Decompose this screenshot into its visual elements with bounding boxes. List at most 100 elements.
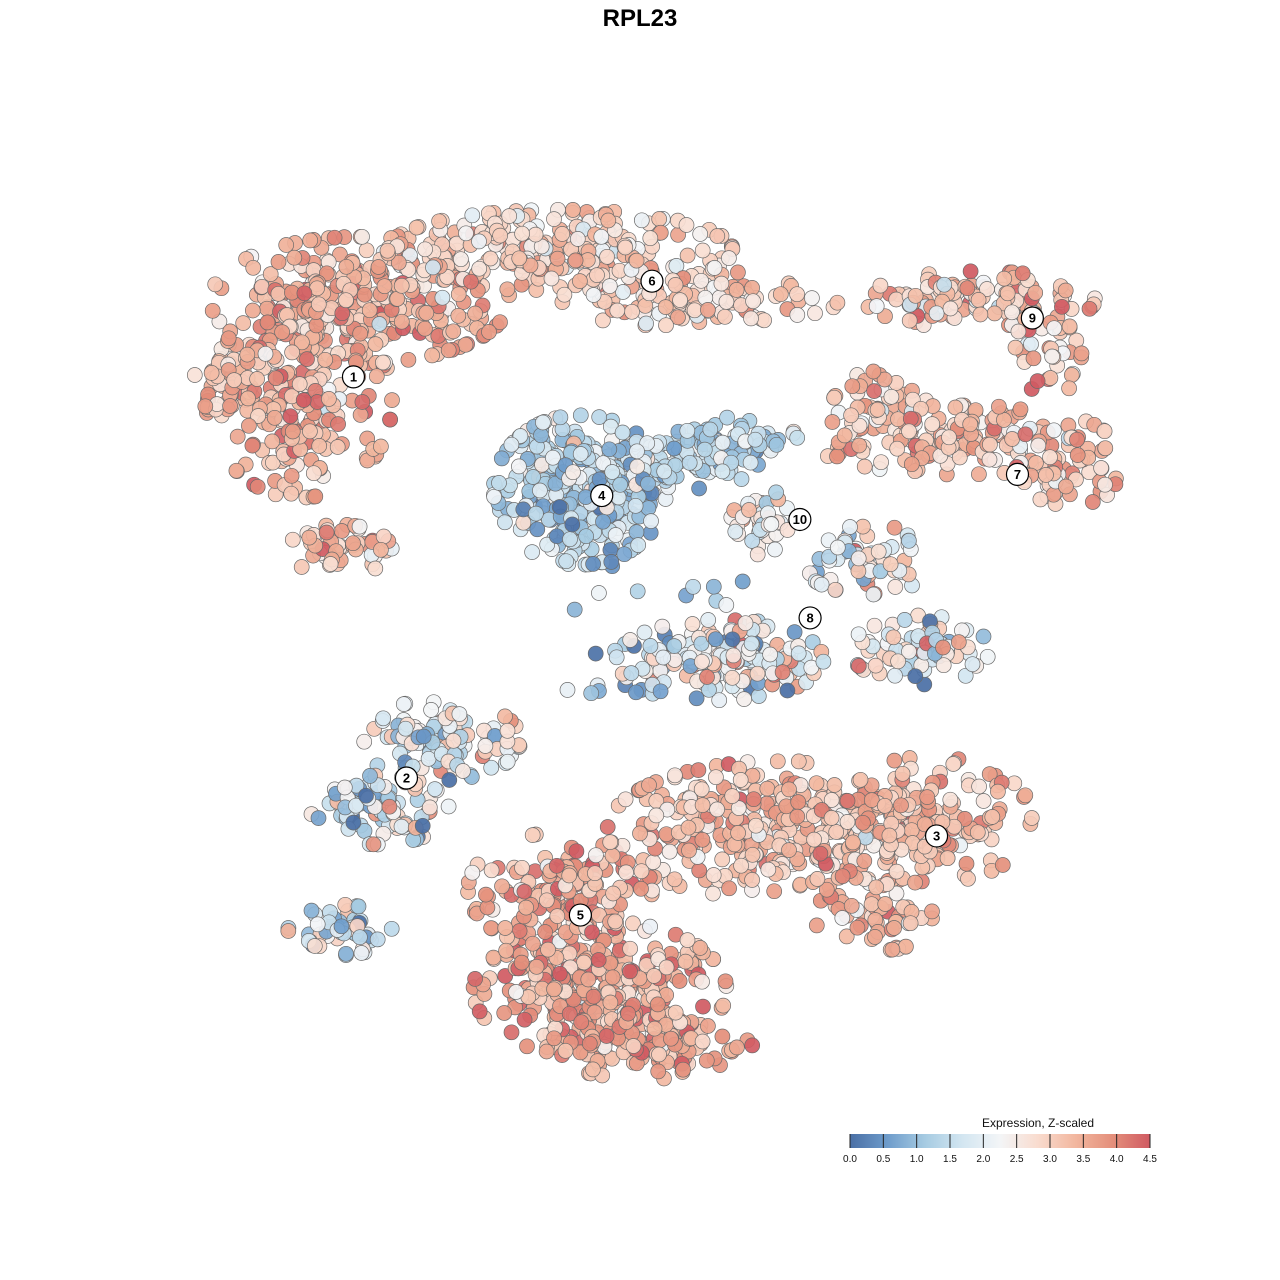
cell-point — [440, 798, 457, 815]
cell-point — [356, 286, 373, 303]
cell-point — [625, 915, 641, 932]
cell-point — [586, 1004, 603, 1021]
cell-point — [393, 818, 410, 835]
cell-point — [671, 973, 688, 989]
cell-point — [629, 583, 646, 600]
cluster-label-badge — [1020, 306, 1044, 330]
cell-point — [642, 918, 658, 935]
cell-point — [373, 438, 389, 455]
cell-point — [705, 578, 722, 595]
cell-point — [590, 952, 607, 968]
cell-point — [478, 886, 494, 903]
cell-point — [318, 524, 335, 541]
cell-point — [774, 664, 791, 680]
cell-point — [1058, 478, 1074, 495]
cell-point — [264, 433, 281, 450]
cell-point — [588, 847, 604, 864]
cell-point — [650, 1063, 667, 1080]
cell-point — [684, 616, 701, 632]
cell-point — [1004, 304, 1020, 321]
cell-point — [872, 277, 889, 294]
cell-point — [467, 305, 483, 322]
cell-point — [901, 312, 918, 329]
cell-point — [1042, 449, 1058, 466]
cell-point — [744, 533, 761, 549]
cell-point — [450, 307, 467, 324]
cluster-label-7: 7 — [1005, 462, 1030, 486]
cell-point — [622, 963, 638, 980]
cluster-label-text: 4 — [598, 488, 606, 503]
cell-point — [249, 478, 266, 495]
cell-point — [834, 910, 851, 926]
cell-point — [384, 392, 400, 408]
cell-point — [648, 807, 665, 824]
cell-point — [527, 226, 544, 243]
cell-point — [293, 559, 310, 575]
cell-point — [244, 302, 261, 319]
cell-point — [356, 733, 373, 750]
cell-point — [696, 441, 713, 458]
cell-point — [450, 286, 467, 303]
cell-point — [604, 464, 621, 480]
cell-point — [984, 809, 1001, 825]
cell-point — [471, 260, 488, 277]
cell-point — [477, 738, 494, 754]
cell-points — [186, 201, 1124, 1087]
cell-point — [705, 885, 721, 902]
cell-point — [651, 1046, 667, 1063]
cell-point — [524, 935, 541, 952]
cell-point — [371, 316, 388, 332]
cell-point — [730, 800, 747, 816]
cell-point — [376, 278, 393, 295]
cell-point — [743, 310, 759, 327]
cell-point — [907, 287, 924, 304]
cell-point — [299, 351, 315, 367]
cell-point — [1093, 460, 1109, 476]
colorbar-tick-label: 4.0 — [1110, 1154, 1124, 1165]
cell-point — [809, 871, 826, 887]
cell-point — [566, 601, 583, 618]
cell-point — [781, 781, 797, 798]
cell-point — [714, 851, 731, 868]
cell-point — [424, 347, 440, 364]
cell-point — [658, 959, 675, 976]
cell-point — [617, 791, 634, 808]
cell-point — [960, 870, 976, 887]
cell-point — [829, 448, 845, 465]
cell-point — [695, 998, 711, 1015]
cell-point — [291, 376, 308, 392]
cell-point — [228, 462, 245, 479]
cell-point — [709, 801, 725, 818]
cell-point — [999, 285, 1016, 302]
cell-point — [804, 290, 820, 306]
cell-point — [283, 485, 300, 502]
cluster-label-badge — [568, 903, 592, 927]
cell-point — [322, 556, 339, 572]
cell-point — [986, 305, 1003, 322]
cell-point — [622, 940, 638, 957]
cell-point — [694, 831, 711, 848]
colorbar-tick-label: 4.5 — [1143, 1154, 1157, 1165]
cell-point — [829, 539, 846, 556]
cell-point — [599, 819, 616, 835]
cell-point — [1004, 431, 1020, 447]
cell-point — [625, 1038, 642, 1054]
cell-point — [887, 667, 903, 684]
cell-point — [548, 857, 565, 874]
cell-point — [642, 230, 659, 247]
cell-point — [807, 305, 823, 322]
cell-point — [1063, 367, 1080, 383]
cluster-label-badge — [341, 365, 366, 389]
cell-point — [352, 325, 369, 342]
cell-point — [827, 581, 844, 598]
cell-point — [694, 1033, 711, 1050]
cell-point — [497, 708, 513, 725]
cell-point — [779, 682, 796, 699]
cell-point — [354, 228, 370, 245]
cell-point — [296, 285, 313, 302]
cell-point — [707, 631, 724, 648]
chart-title: RPL23 — [603, 5, 678, 32]
cell-point — [996, 270, 1013, 287]
cell-point — [600, 212, 617, 229]
cell-point — [620, 1005, 636, 1022]
